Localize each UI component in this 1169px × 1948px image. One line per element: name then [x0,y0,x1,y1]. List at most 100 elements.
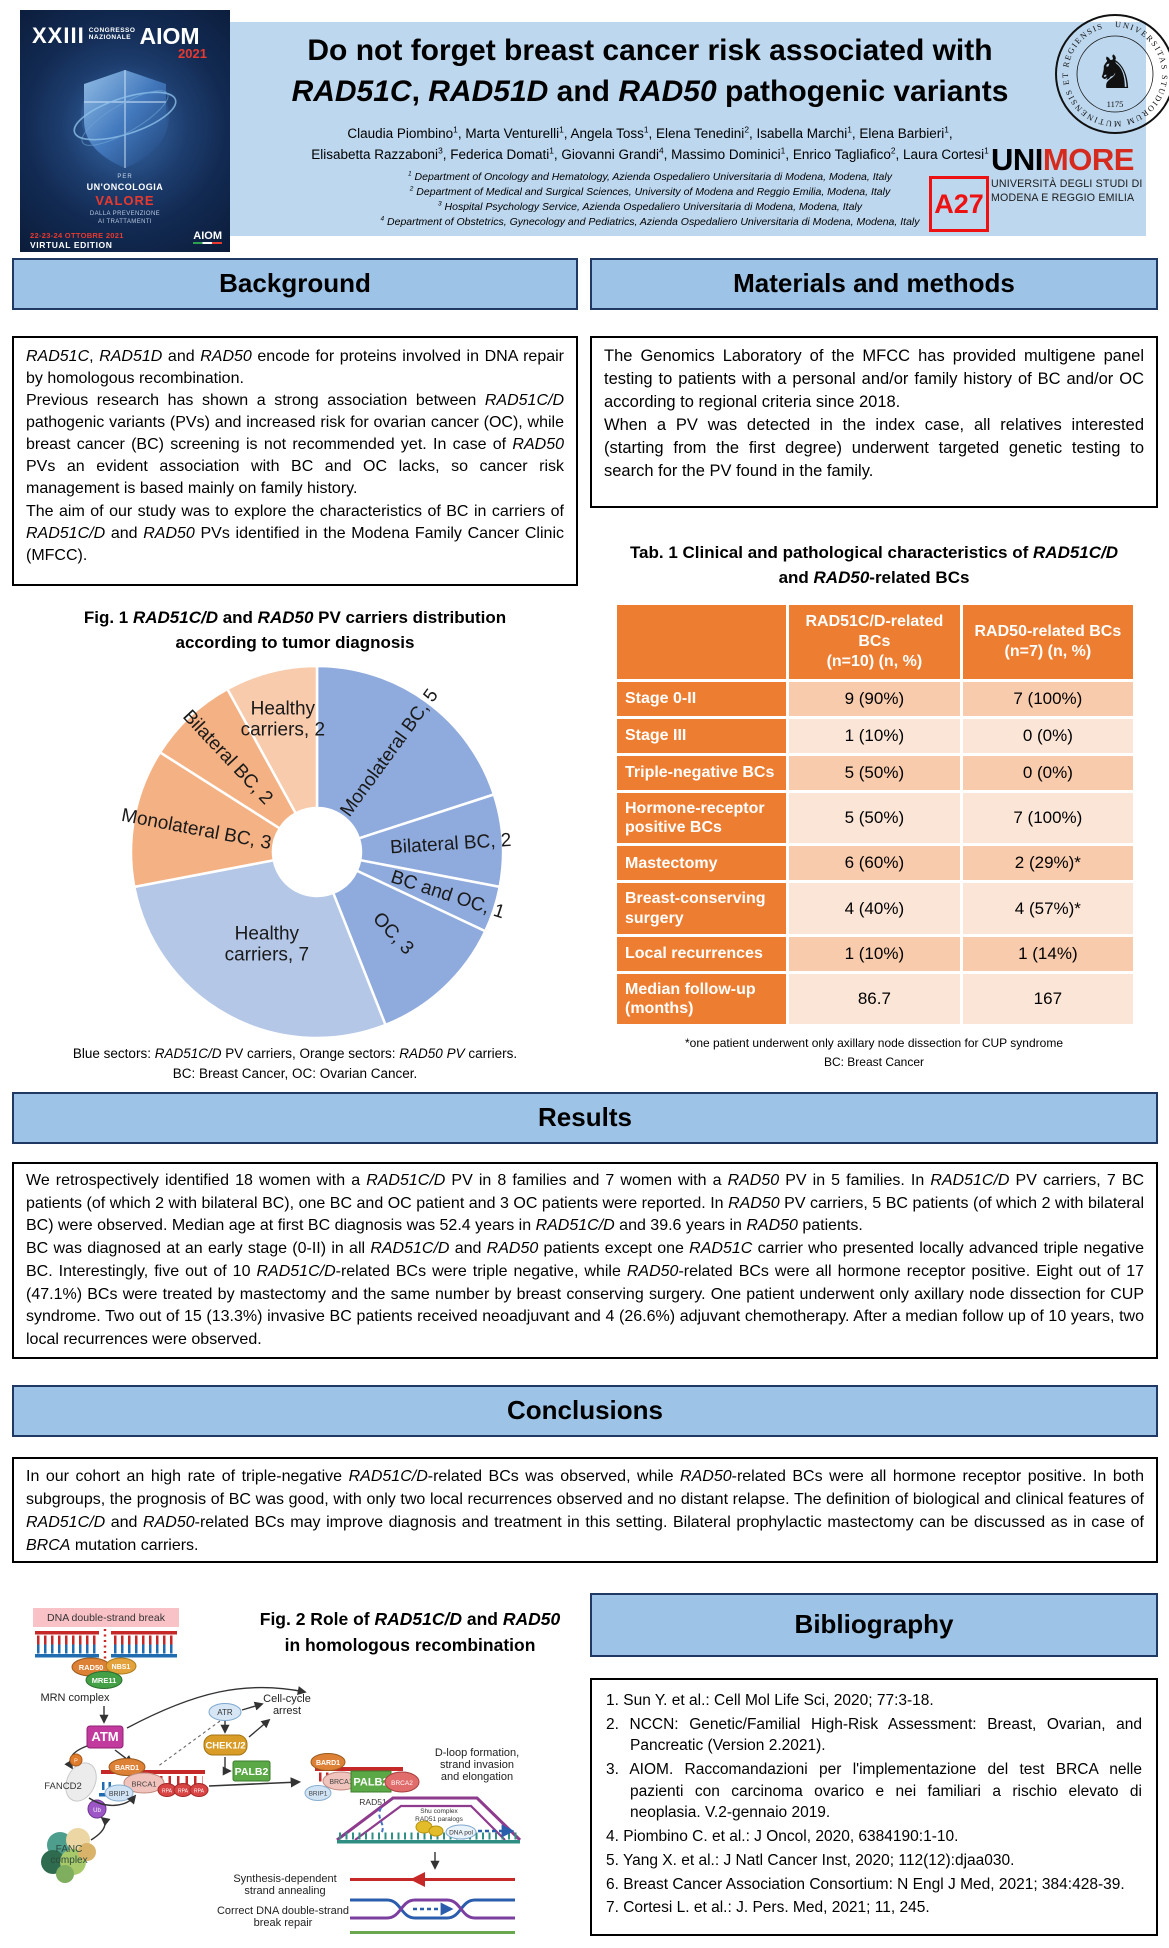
brca1b-label: BRCA1 [329,1779,352,1786]
pie-slice [129,750,282,889]
table1: RAD51C/D-related BCs (n=10) (n, %) RAD50… [614,602,1136,1027]
results-paragraph: BC was diagnosed at an early stage (0-II… [26,1240,1145,1349]
atm-box [86,1725,124,1749]
nbs1-label: NBS1 [112,1664,131,1671]
bibliography-item: 6. Breast Cancer Association Consortium:… [606,1875,1125,1893]
pie-slice [132,858,388,1040]
sdsa-strand [350,1872,515,1887]
table-row: Mastectomy 6 (60%) 2 (29%)* [617,846,1133,881]
table-row: Median follow-up (months) 86.7 167 [617,973,1133,1025]
figure1-title: Fig. 1 RAD51C/D and RAD50 PV carriers di… [83,608,507,652]
atr-oval [208,1703,242,1721]
table-cell: 4 (40%) [789,883,960,934]
section-header-conclusions: Conclusions [12,1385,1158,1437]
mrn-complex: RAD50 NBS1 MRE11 [71,1657,137,1689]
dna-break-label: DNA double-strand break [47,1612,166,1624]
rad51-label: RAD51 [359,1797,387,1807]
figure2-title: Fig. 2 Role of RAD51C/D and RAD50 in hom… [259,1609,561,1656]
aiom-sub2: AI TRATTAMENTI [98,219,152,226]
bard1b-label: BARD1 [316,1760,340,1767]
pie-slice-label: Healthy carriers, 2 [241,699,325,741]
fanc-complex-blob [41,1828,96,1883]
aiom-mini-logo: AIOM [193,230,222,244]
unimore-uni: UNI [991,142,1043,177]
aiom-congresso: CONGRESSO [88,27,136,34]
table-cell: 1 (10%) [789,936,960,971]
table-cell: 1 (14%) [962,936,1133,971]
methods-paragraph: When a PV was detected in the index case… [604,416,1144,481]
sdsa-label1: Synthesis-dependent [233,1873,336,1885]
unimore-subtitle1: UNIVERSITÀ DEGLI STUDI DI [991,178,1143,190]
chek-box [203,1734,248,1756]
unimore-seal-icon: UNIVERSITAS STUDIORUM MUTINENSIS ET REGI… [1055,14,1169,134]
table-row: Local recurrences 1 (10%) 1 (14%) [617,936,1133,971]
results-paragraph: We retrospectively identified 18 women w… [26,1172,1145,1235]
affiliations: 1 Department of Oncology and Hematology,… [250,170,1050,230]
table-row: Hormone-receptor positive BCs 5 (50%) 7 (1… [617,793,1133,844]
affiliation-line: 4 Department of Obstetrics, Gynecology a… [380,215,920,228]
pie-slice [357,792,505,889]
table-cell: 7 (100%) [962,793,1133,844]
correct-label1: Correct DNA double-strand [217,1905,349,1917]
pie-slice [315,664,496,840]
dna-break-banner [33,1608,179,1627]
aiom-wordmark: AIOM [139,23,200,49]
section-header-results: Results [12,1092,1158,1144]
shu-label1: Shu complex [420,1808,458,1815]
sdsa-label2: strand annealing [244,1885,325,1897]
mre11-label: MRE11 [92,1676,117,1685]
unimore-more: MORE [1042,142,1135,177]
seal-year: 1175 [1107,99,1124,109]
knight-icon: ♞ [1094,46,1135,98]
table-row-label: Hormone-receptor positive BCs [617,793,786,844]
conclusions-text-box: In our cohort an high rate of triple-neg… [12,1457,1158,1563]
bibliography-item: 1. Sun Y. et al.: Cell Mol Life Sci, 202… [606,1692,934,1709]
authors-line2: Elisabetta Razzaboni3, Federica Domati1,… [311,145,989,162]
table-row-label: Triple-negative BCs [617,756,786,790]
rpa-label: RPA [178,1789,189,1795]
background-paragraph: RAD51C, RAD51D and RAD50 encode for prot… [26,348,564,388]
affiliation-line: 1 Department of Oncology and Hematology,… [408,170,892,183]
table-cell: 5 (50%) [789,793,960,844]
section-header-background: Background [12,258,578,310]
atm-label: ATM [91,1729,118,1744]
background-paragraph: The aim of our study was to explore the … [26,502,564,564]
aiom-year: 2021 [178,46,207,61]
affiliation-line: 3 Hospital Psychology Service, Azienda O… [437,200,863,213]
dloop-label2: strand invasion [440,1759,514,1771]
broken-dna-icon [35,1629,177,1659]
brca1-palb2-brca2-complex: BARD1 BRCA1 BRIP1 PALB2 BRCA2 [304,1753,420,1801]
methods-paragraph: The Genomics Laboratory of the MFCC has … [604,347,1144,412]
conclusions-paragraph: In our cohort an high rate of triple-neg… [26,1468,1144,1555]
palb2-box [232,1760,271,1782]
fanc-label2: complex [50,1855,87,1866]
table-cell: 86.7 [789,973,960,1025]
aiom-nazionale: NAZIONALE [88,34,132,42]
rad50-label: RAD50 [79,1663,104,1672]
aiom-dates: 22-23-24 OTTOBRE 2021 [30,231,124,240]
figure2-pathway-diagram: DNA double-strand break RAD50 NBS1 MRE11… [33,1608,522,1934]
ub-label: Ub [93,1808,101,1814]
pie-slice-label: Healthy carriers, 7 [225,923,309,965]
brca1-complex: BARD1 BRCA1 BRIP1 RPA RPA RPA [99,1758,209,1802]
unimore-wordmark: UNIMORE UNIVERSITÀ DEGLI STUDI DI MODENA… [991,144,1159,205]
table-corner-cell [617,605,786,679]
table-cell: 167 [962,973,1133,1025]
table-row: Triple-negative BCs 5 (50%) 0 (0%) [617,756,1133,790]
affiliation-line: 2 Department of Medical and Surgical Sci… [409,185,891,198]
unimore-subtitle2: MODENA E REGGIO EMILIA [991,191,1135,204]
table-cell: 0 (0%) [962,719,1133,753]
section-header-bibliography: Bibliography [590,1593,1158,1657]
results-text-box: We retrospectively identified 18 women w… [12,1162,1158,1359]
fanc-pathway: P FANCD2 Ub FANC complex [41,1753,137,1883]
aiom-sub1: DALLA PREVENZIONE [89,211,161,217]
authors-line1: Claudia Piombino1, Marta Venturelli1, An… [347,124,953,141]
table-col-header-rad50: RAD50-related BCs (n=7) (n, %) [962,605,1133,679]
shield-icon [73,70,177,168]
title-line2: RAD51C, RAD51D and RAD50 pathogenic vari… [291,75,1009,109]
aiom-virtual-edition: VIRTUAL EDITION [30,240,113,250]
table-row-label: Mastectomy [617,846,786,881]
